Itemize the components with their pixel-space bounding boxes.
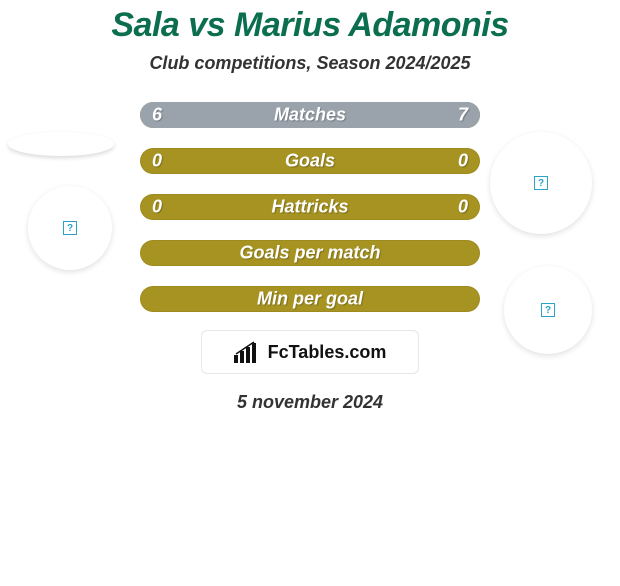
- value-right: 0: [458, 197, 468, 218]
- stat-label: Goals: [285, 151, 335, 172]
- stat-label: Hattricks: [271, 197, 348, 218]
- stat-label: Matches: [274, 105, 346, 126]
- value-left: 0: [152, 197, 162, 218]
- stat-label: Min per goal: [257, 289, 363, 310]
- date-text: 5 november 2024: [0, 392, 620, 413]
- placeholder-icon: ?: [541, 303, 555, 317]
- bar-left: [140, 102, 296, 128]
- stat-row: Matches 6 7: [140, 102, 480, 128]
- placeholder-icon: ?: [534, 176, 548, 190]
- brand-bars-icon: [234, 341, 260, 363]
- page-title: Sala vs Marius Adamonis: [0, 6, 620, 45]
- value-right: 0: [458, 151, 468, 172]
- stat-row: Goals per match: [140, 240, 480, 266]
- avatar-right-1: ?: [490, 132, 592, 234]
- avatar-right-2: ?: [504, 266, 592, 354]
- stat-row: Goals 0 0: [140, 148, 480, 174]
- value-right: 7: [458, 105, 468, 126]
- stat-row: Min per goal: [140, 286, 480, 312]
- brand-text: FcTables.com: [268, 342, 387, 363]
- value-left: 6: [152, 105, 162, 126]
- value-left: 0: [152, 151, 162, 172]
- brand-badge: FcTables.com: [201, 330, 419, 374]
- avatar-left: ?: [28, 186, 112, 270]
- placeholder-icon: ?: [63, 221, 77, 235]
- stat-label: Goals per match: [239, 243, 380, 264]
- stat-row: Hattricks 0 0: [140, 194, 480, 220]
- stat-rows: Matches 6 7 Goals 0 0 Hattricks 0 0 Goals per mat…: [140, 102, 480, 312]
- decor-ellipse-left: [8, 132, 114, 156]
- subtitle: Club competitions, Season 2024/2025: [0, 53, 620, 74]
